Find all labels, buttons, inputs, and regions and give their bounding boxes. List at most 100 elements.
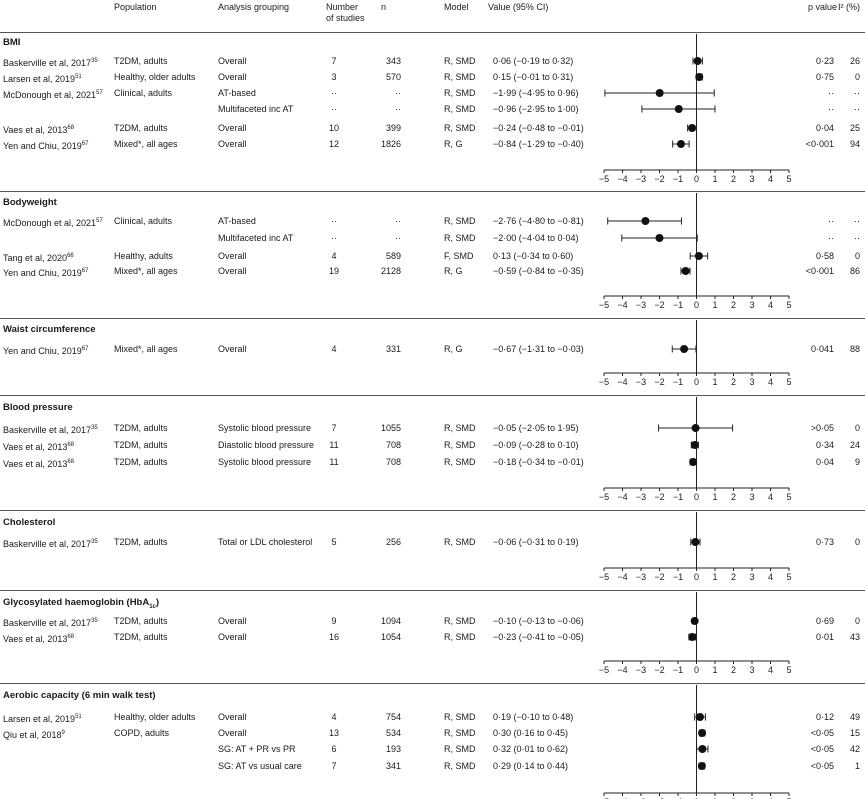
study-name-text: Vaes et al, 2013 — [3, 442, 68, 452]
studies-cell: ·· — [331, 233, 337, 243]
study-name-text: Qiu et al, 2018 — [3, 730, 62, 740]
analysis-cell: AT-based — [218, 88, 256, 98]
study-name-text: Larsen et al, 2019 — [3, 714, 76, 724]
model-cell: R, G — [444, 266, 463, 276]
model-cell: R, SMD — [444, 712, 476, 722]
i2-cell: 94 — [849, 139, 860, 149]
studies-cell: 10 — [328, 123, 339, 133]
studies-cell: 4 — [331, 712, 337, 722]
study-name: Larsen et al, 201951 — [3, 71, 82, 85]
p-value-cell: 0·23 — [815, 56, 834, 66]
section-divider — [0, 510, 865, 511]
header-studies: Number of studies — [326, 2, 365, 24]
study-name: Baskerville et al, 201735 — [3, 536, 98, 550]
section-title-text: Waist circumference — [3, 324, 96, 335]
x-axis-tick-label: 0 — [694, 300, 699, 310]
point-estimate — [688, 633, 697, 641]
model-cell: R, SMD — [444, 123, 476, 133]
population-cell: T2DM, adults — [114, 616, 168, 626]
study-name: Yen and Chiu, 201967 — [3, 138, 88, 152]
study-reference: 35 — [91, 425, 98, 431]
n-cell: 343 — [385, 56, 401, 66]
section-title: BMI — [3, 37, 20, 48]
x-axis-tick-label: 1 — [712, 300, 717, 310]
study-name: McDonough et al, 202157 — [3, 215, 103, 229]
study-name-text: Larsen et al, 2019 — [3, 74, 76, 84]
population-cell: T2DM, adults — [114, 537, 168, 547]
population-cell: T2DM, adults — [114, 56, 168, 66]
section-title-text: Aerobic capacity (6 min walk test) — [3, 690, 156, 701]
header-population: Population — [114, 2, 157, 12]
x-axis-tick-label: 5 — [786, 665, 791, 675]
section-divider — [0, 318, 865, 319]
population-cell: Healthy, adults — [114, 251, 173, 261]
x-axis-tick-label: −2 — [654, 797, 664, 799]
study-name: Qiu et al, 20189 — [3, 727, 65, 741]
n-cell: 2128 — [380, 266, 401, 276]
study-reference: 35 — [91, 618, 98, 624]
section-title: Cholesterol — [3, 517, 55, 528]
point-estimate — [694, 252, 703, 260]
x-axis-tick-label: −1 — [673, 492, 683, 502]
study-name: Vaes et al, 201368 — [3, 122, 74, 136]
study-reference: 68 — [67, 459, 75, 465]
n-cell: 534 — [385, 728, 401, 738]
section-title-text: Blood pressure — [3, 402, 73, 413]
i2-cell: 25 — [849, 123, 860, 133]
analysis-cell: Overall — [218, 72, 247, 82]
analysis-cell: SG: AT vs usual care — [218, 761, 302, 771]
x-axis-tick-label: −5 — [599, 300, 609, 310]
section-title: Bodyweight — [3, 197, 57, 208]
x-axis-tick-label: −4 — [617, 665, 627, 675]
value-cell: −0·23 (−0·41 to −0·05) — [493, 632, 584, 642]
value-cell: −0·96 (−2·95 to 1·00) — [493, 104, 579, 114]
x-axis-tick-label: 1 — [712, 377, 717, 387]
x-axis-tick-label: 2 — [731, 300, 736, 310]
i2-cell: 0 — [854, 423, 860, 433]
point-estimate — [655, 89, 664, 97]
p-value-cell: <0·05 — [810, 761, 834, 771]
analysis-cell: Total or LDL cholesterol — [218, 537, 313, 547]
studies-cell: ·· — [331, 216, 337, 226]
x-axis-tick-label: −2 — [654, 300, 664, 310]
model-cell: R, SMD — [444, 537, 476, 547]
section-title: Glycosylated haemoglobin (HbA1c) — [3, 597, 159, 610]
studies-cell: 7 — [331, 56, 337, 66]
point-estimate — [688, 124, 697, 132]
x-axis-tick-label: −1 — [673, 174, 683, 184]
x-axis-tick-label: −5 — [599, 572, 609, 582]
x-axis-tick-label: 4 — [768, 300, 773, 310]
value-cell: −0·59 (−0·84 to −0·35) — [493, 266, 584, 276]
study-name: McDonough et al, 202157 — [3, 87, 103, 101]
section-title: Blood pressure — [3, 402, 73, 413]
study-reference: 9 — [61, 730, 65, 736]
value-cell: 0·29 (0·14 to 0·44) — [493, 761, 569, 771]
section-title-end: ) — [155, 597, 160, 608]
studies-cell: ·· — [331, 88, 337, 98]
n-cell: 1094 — [380, 616, 401, 626]
p-value-cell: 0·73 — [815, 537, 834, 547]
x-axis-tick-label: 5 — [786, 174, 791, 184]
x-axis-tick-label: 2 — [731, 377, 736, 387]
value-cell: 0·06 (−0·19 to 0·32) — [493, 56, 574, 66]
study-reference: 35 — [91, 539, 98, 545]
header-studies-line2: of studies — [326, 13, 365, 23]
analysis-cell: Multifaceted inc AT — [218, 104, 294, 114]
study-name: Yen and Chiu, 201967 — [3, 343, 88, 357]
x-axis-tick-label: 4 — [768, 665, 773, 675]
point-estimate — [696, 713, 705, 721]
x-axis-tick-label: −1 — [673, 377, 683, 387]
p-value-cell: <0·001 — [805, 139, 834, 149]
x-axis-tick-label: −4 — [617, 797, 627, 799]
x-axis-tick-label: 1 — [712, 797, 717, 799]
x-axis-tick-label: −5 — [599, 377, 609, 387]
i2-cell: 42 — [849, 744, 860, 754]
n-cell: 708 — [385, 457, 401, 467]
x-axis-tick-label: 4 — [768, 377, 773, 387]
population-cell: T2DM, adults — [114, 123, 168, 133]
model-cell: R, SMD — [444, 104, 476, 114]
value-cell: −2·76 (−4·80 to −0·81) — [493, 216, 584, 226]
p-value-cell: 0·04 — [815, 123, 834, 133]
p-value-cell: ·· — [828, 216, 834, 226]
x-axis-tick-label: −5 — [599, 665, 609, 675]
